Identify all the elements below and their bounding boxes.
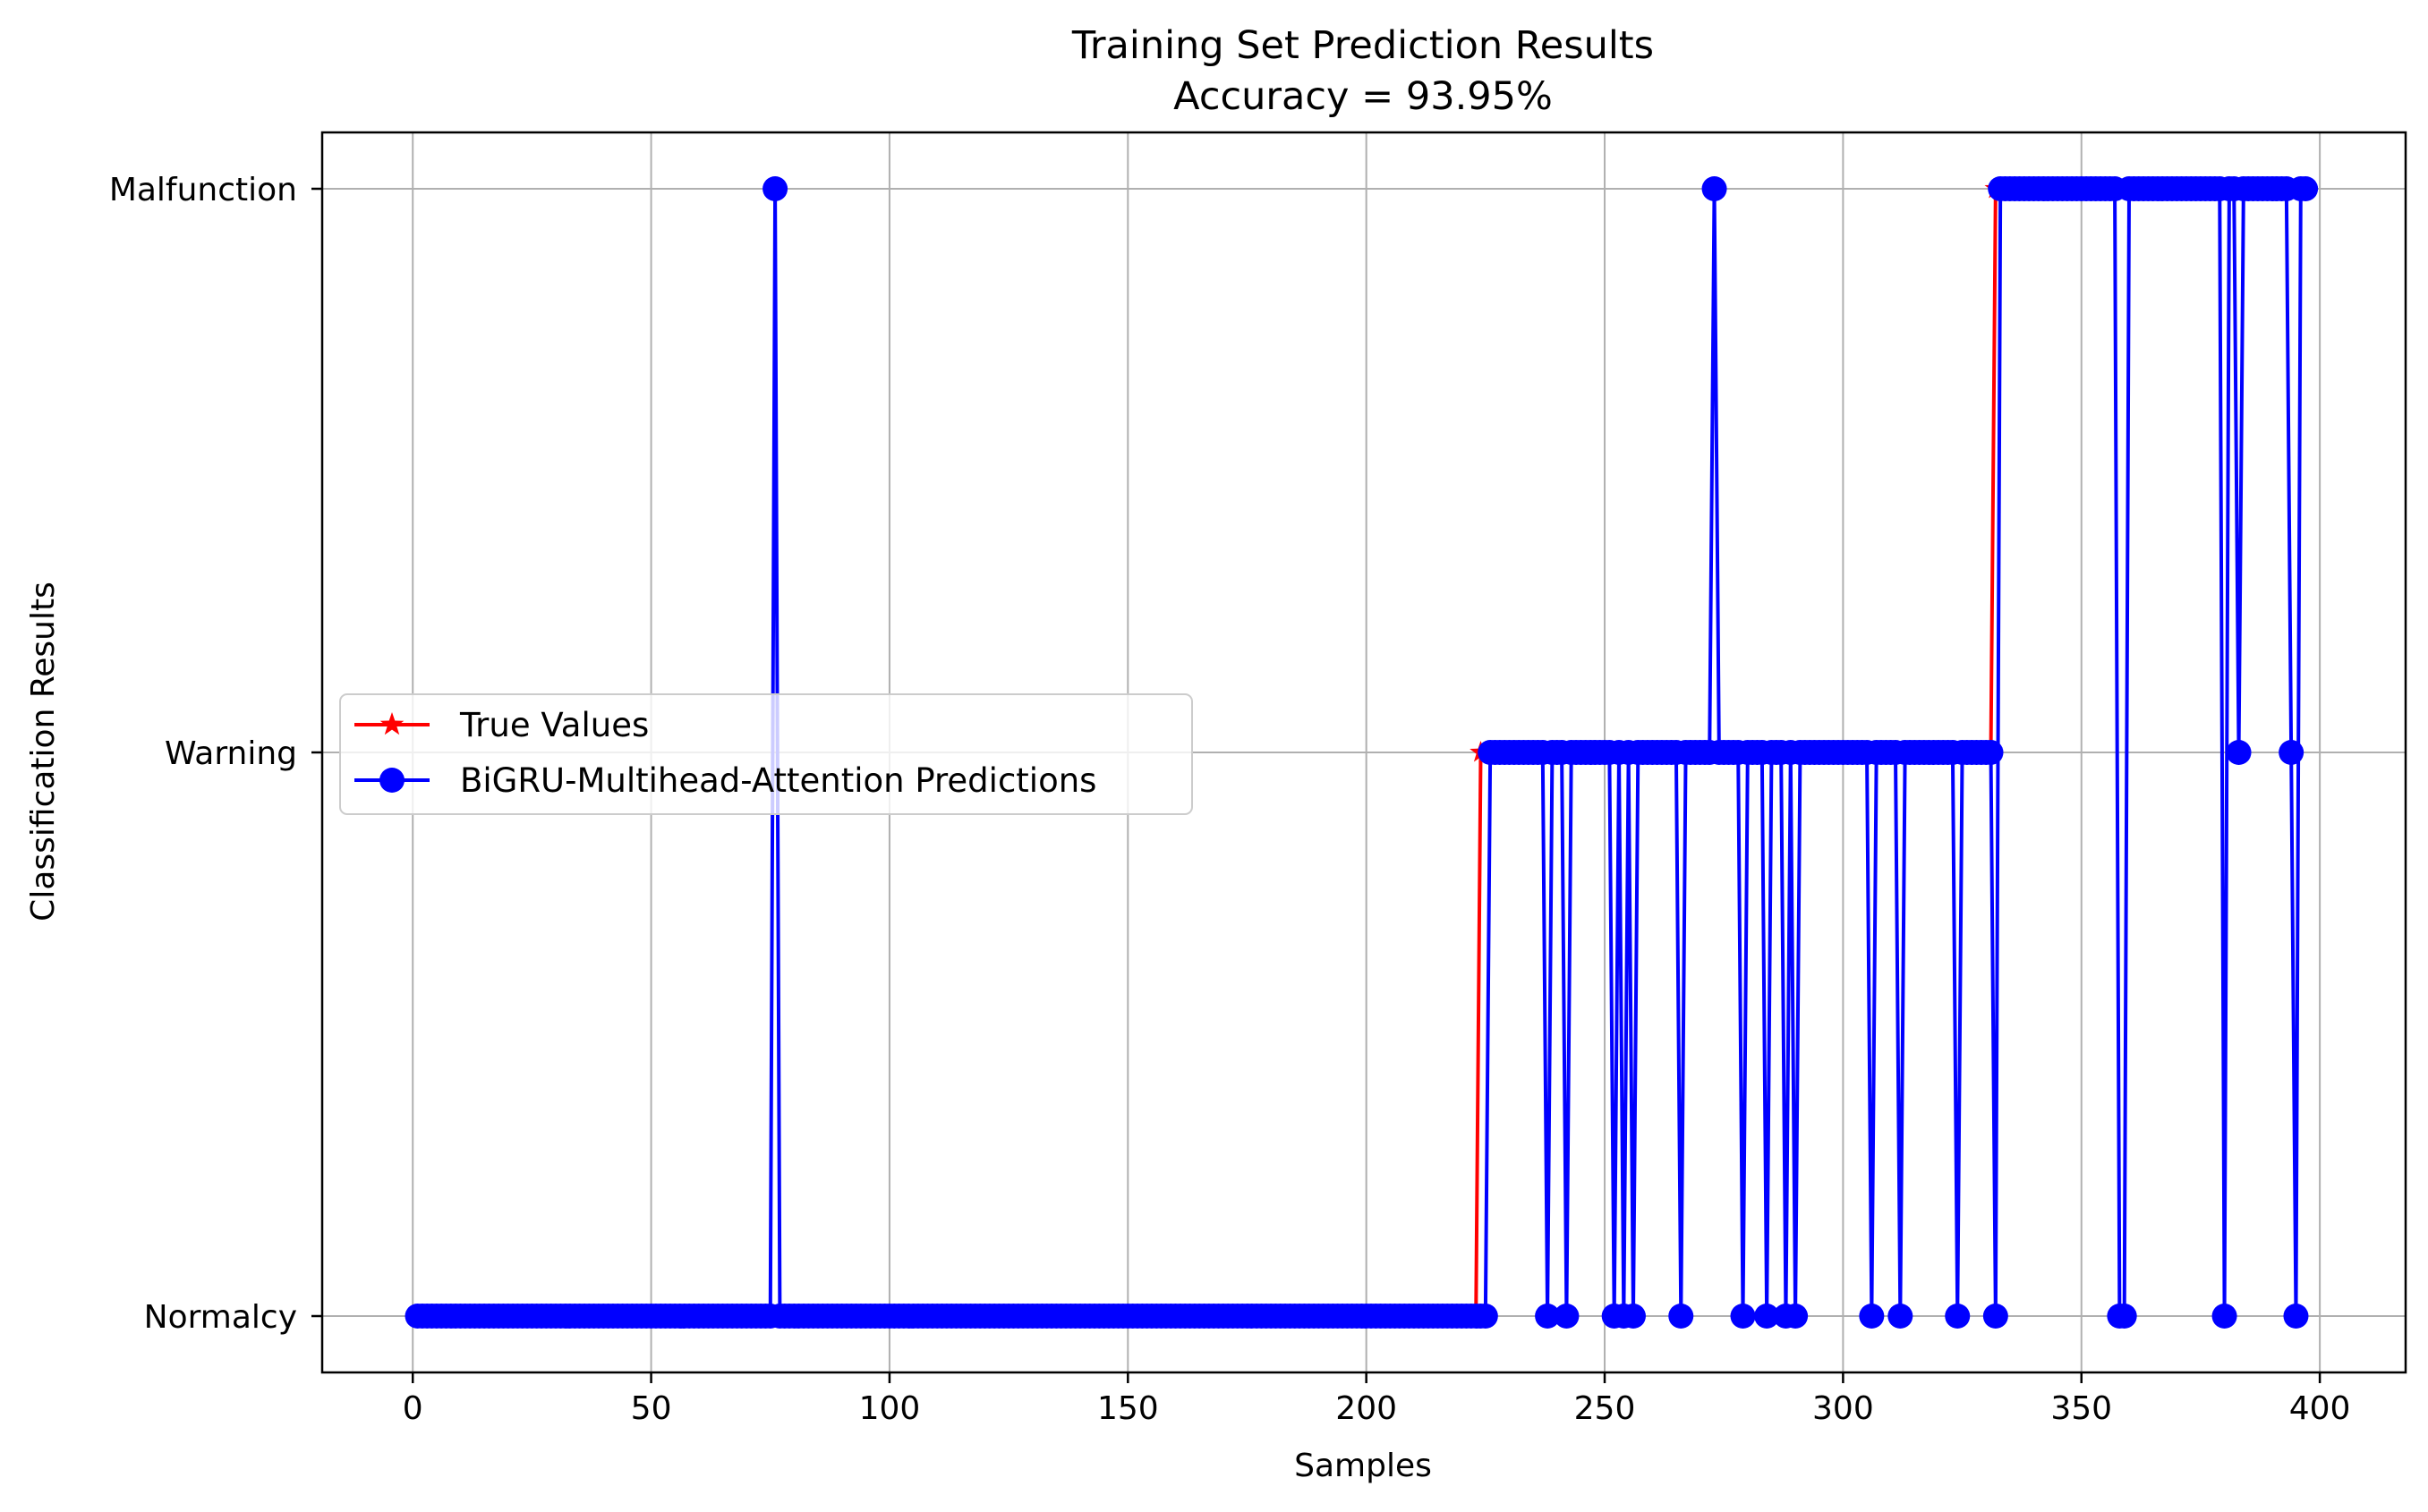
y-tick-label: Normalcy (144, 1299, 297, 1336)
data-point (1982, 1304, 2008, 1329)
legend: True Values BiGRU-Multihead-Attention Pr… (339, 693, 1193, 815)
y-tick-label: Warning (165, 735, 297, 772)
y-tick-label: Malfunction (109, 172, 297, 208)
x-tick-label: 50 (631, 1390, 672, 1427)
data-point (1945, 1304, 1971, 1329)
x-tick-label: 100 (859, 1390, 921, 1427)
x-axis-label: Samples (1294, 1448, 1432, 1484)
x-tick-label: 350 (2050, 1390, 2112, 1427)
data-point (2226, 740, 2252, 765)
chart-subtitle: Accuracy = 93.95% (1173, 74, 1553, 119)
data-point (2283, 1304, 2309, 1329)
legend-circle-marker (379, 768, 405, 793)
data-point (1978, 740, 2004, 765)
data-point (1887, 1304, 1913, 1329)
data-point (2211, 1304, 2237, 1329)
plot-area (405, 176, 2319, 1329)
data-point (1783, 1304, 1809, 1329)
data-point (1668, 1304, 1694, 1329)
chart-title: Training Set Prediction Results (1071, 23, 1654, 68)
data-point (1554, 1304, 1580, 1329)
legend-star-marker (379, 712, 405, 735)
legend-box (339, 693, 1193, 815)
data-point (2293, 176, 2319, 201)
data-point (1730, 1304, 1756, 1329)
x-tick-label: 150 (1097, 1390, 1159, 1427)
x-tick-label: 300 (1812, 1390, 1874, 1427)
x-tick-label: 0 (403, 1390, 423, 1427)
legend-label-predictions: BiGRU-Multihead-Attention Predictions (460, 761, 1096, 800)
data-point (1754, 1304, 1780, 1329)
data-point (1620, 1304, 1646, 1329)
data-point (762, 176, 788, 201)
x-tick-label: 250 (1574, 1390, 1636, 1427)
data-point (1701, 176, 1727, 201)
ticks: 0 50 100 150 200 250 300 350 400 Normalcy Warning M… (109, 172, 2351, 1427)
legend-label-true-values: True Values (459, 706, 649, 744)
data-point (2279, 740, 2304, 765)
data-point (1472, 1304, 1498, 1329)
x-tick-label: 200 (1335, 1390, 1397, 1427)
data-point (1535, 1304, 1561, 1329)
data-point (2111, 1304, 2137, 1329)
data-point (1859, 1304, 1885, 1329)
series-predictions (405, 176, 2319, 1329)
x-tick-label: 400 (2289, 1390, 2351, 1427)
y-axis-label: Classification Results (25, 582, 62, 922)
